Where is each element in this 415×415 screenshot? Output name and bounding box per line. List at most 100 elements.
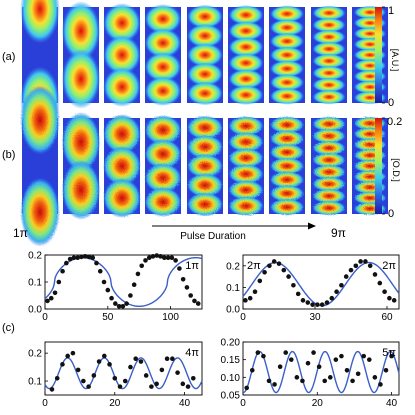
chart-frame: [242, 254, 400, 310]
panel-a-frame-4: [144, 4, 182, 106]
data-point: [322, 378, 328, 384]
chart-2: 0 30 60 0.0 0.1 0.2 2π 2π: [226, 254, 400, 323]
y-tick-label: 0.10: [221, 373, 241, 384]
data-point: [97, 268, 103, 274]
data-point: [310, 302, 315, 307]
chart-3: 0 20 40 0.1 0.2 4π: [28, 341, 203, 409]
panel-b-frame-1: [20, 85, 60, 247]
colorbar-b: 0.2 0 [O.D.]: [375, 116, 402, 220]
panel-b-lobe: [312, 116, 346, 132]
data-point: [64, 260, 69, 266]
y-tick-label: 0.05: [221, 391, 241, 402]
panel-a-lobe: [269, 60, 305, 78]
pulse-duration-label: Pulse Duration: [180, 231, 246, 242]
panel-a-frame-9: [352, 5, 388, 105]
fit-line: [242, 261, 400, 307]
data-point: [188, 293, 193, 298]
data-point: [366, 357, 372, 362]
x-tick-label: 20: [312, 398, 324, 409]
chart-annotation: 1π: [185, 260, 199, 272]
data-point: [361, 353, 367, 359]
x-tick-label: 40: [386, 398, 398, 409]
panel-label-a: (a): [2, 51, 15, 63]
data-point: [86, 384, 91, 389]
data-point: [363, 259, 368, 264]
data-point: [45, 298, 50, 304]
chart-frame: [242, 341, 400, 396]
data-point: [319, 302, 325, 307]
data-point: [261, 353, 266, 359]
data-point: [56, 279, 62, 285]
y-tick-label: 0.15: [221, 355, 241, 366]
data-point: [143, 373, 149, 378]
data-point: [139, 263, 145, 269]
panel-a-lobe: [187, 81, 223, 106]
data-point: [277, 364, 283, 370]
data-point: [355, 371, 361, 377]
y-tick-label: 0.1: [226, 283, 240, 294]
data-point: [305, 300, 311, 305]
panel-a-lobe: [312, 29, 346, 45]
x-tick-label: 20: [109, 398, 121, 409]
panel-b-frame-7: [269, 116, 305, 216]
data-point: [86, 254, 92, 260]
panel-b-lobe: [144, 187, 182, 217]
panel-b-frame-8: [311, 116, 347, 216]
panel-label-c: (c): [2, 322, 15, 334]
y-tick-label: 0.20: [221, 338, 241, 349]
data-point: [185, 384, 191, 389]
data-point: [67, 256, 73, 262]
data-point: [175, 370, 180, 375]
panel-a-lobe: [103, 35, 141, 75]
panel-b-lobe: [312, 164, 346, 180]
colorbar-a-label: [A.U.]: [390, 49, 400, 72]
data-point: [112, 375, 118, 381]
data-point: [177, 266, 182, 271]
panel-b-lobe: [312, 200, 346, 216]
panel-a-lobe: [20, 0, 60, 44]
data-point: [247, 295, 253, 301]
panel-b-lobe: [228, 196, 264, 216]
pulse-duration-arrow: [152, 222, 316, 230]
data-point: [150, 254, 156, 259]
data-point: [367, 263, 373, 269]
panel-b-lobe: [228, 148, 264, 168]
data-point: [94, 260, 99, 266]
data-point: [184, 285, 190, 290]
panel-a-lobe: [312, 77, 346, 93]
panel-b-experiment-images: [20, 85, 388, 247]
panel-b-lobe: [312, 176, 346, 192]
data-point: [158, 254, 163, 259]
data-point: [102, 353, 107, 359]
data-point: [281, 267, 287, 273]
data-point: [192, 298, 197, 304]
colorbar-a: 1 0 [A.U.]: [375, 5, 400, 109]
chart-frame: [44, 341, 203, 396]
panel-a-lobe: [269, 87, 305, 105]
data-point: [348, 267, 354, 273]
panel-b-lobe: [144, 163, 182, 193]
fit-line: [44, 357, 203, 390]
panel-a-simulation-images: [20, 0, 388, 136]
data-point: [128, 364, 133, 370]
panel-b-lobe: [228, 132, 264, 152]
panel-a-lobe: [103, 67, 141, 107]
data-point: [180, 381, 186, 387]
data-point: [128, 293, 133, 298]
panel-b-frame-6: [228, 116, 264, 216]
data-point: [343, 274, 349, 279]
panel-a-lobe: [269, 5, 305, 23]
panel-a-lobe: [144, 28, 182, 58]
data-point: [316, 364, 322, 370]
fit-line: [44, 256, 203, 308]
panel-b-lobe: [269, 143, 305, 161]
panel-a-lobe: [228, 69, 264, 89]
y-tick-label: 0.1: [28, 278, 42, 289]
colorbar-a-gradient: [375, 7, 382, 103]
panel-a-lobe: [312, 65, 346, 81]
panel-b-lobe: [144, 139, 182, 169]
panel-b-frame-9: [352, 116, 388, 216]
panel-b-lobe: [269, 130, 305, 148]
data-point: [300, 298, 306, 303]
panel-b-lobe: [269, 198, 305, 216]
